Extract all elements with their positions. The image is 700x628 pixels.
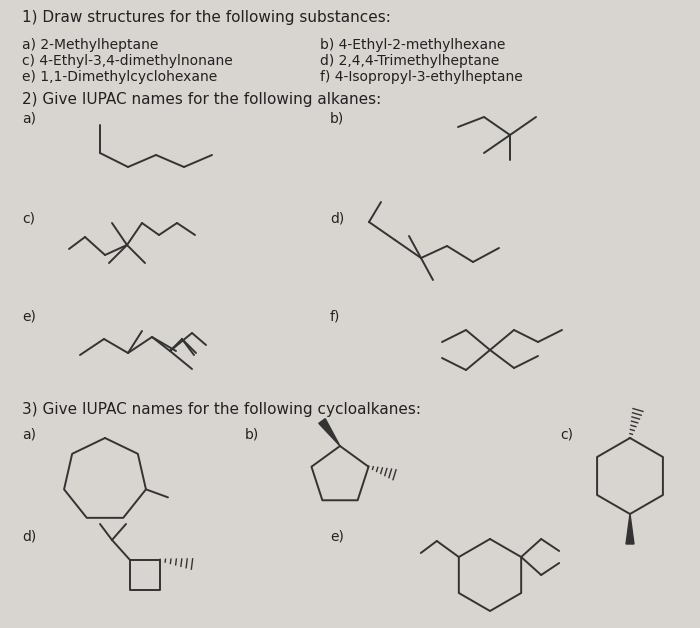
- Text: a) 2-Methylheptane: a) 2-Methylheptane: [22, 38, 158, 52]
- Text: 3) Give IUPAC names for the following cycloalkanes:: 3) Give IUPAC names for the following cy…: [22, 402, 421, 417]
- Polygon shape: [626, 514, 634, 544]
- Text: a): a): [22, 112, 36, 126]
- Text: a): a): [22, 428, 36, 442]
- Text: c) 4-Ethyl-3,4-dimethylnonane: c) 4-Ethyl-3,4-dimethylnonane: [22, 54, 232, 68]
- Text: d): d): [330, 212, 344, 226]
- Text: b): b): [330, 112, 344, 126]
- Text: d): d): [22, 530, 36, 544]
- Text: e) 1,1-Dimethylcyclohexane: e) 1,1-Dimethylcyclohexane: [22, 70, 217, 84]
- Text: 1) Draw structures for the following substances:: 1) Draw structures for the following sub…: [22, 10, 391, 25]
- Text: e): e): [330, 530, 344, 544]
- Text: d) 2,4,4-Trimethylheptane: d) 2,4,4-Trimethylheptane: [320, 54, 499, 68]
- Text: 2) Give IUPAC names for the following alkanes:: 2) Give IUPAC names for the following al…: [22, 92, 382, 107]
- Text: b) 4-Ethyl-2-methylhexane: b) 4-Ethyl-2-methylhexane: [320, 38, 505, 52]
- Polygon shape: [318, 419, 340, 446]
- Text: f) 4-Isopropyl-3-ethylheptane: f) 4-Isopropyl-3-ethylheptane: [320, 70, 523, 84]
- Text: e): e): [22, 310, 36, 324]
- Text: c): c): [560, 428, 573, 442]
- Text: b): b): [245, 428, 259, 442]
- Text: f): f): [330, 310, 340, 324]
- Text: c): c): [22, 212, 35, 226]
